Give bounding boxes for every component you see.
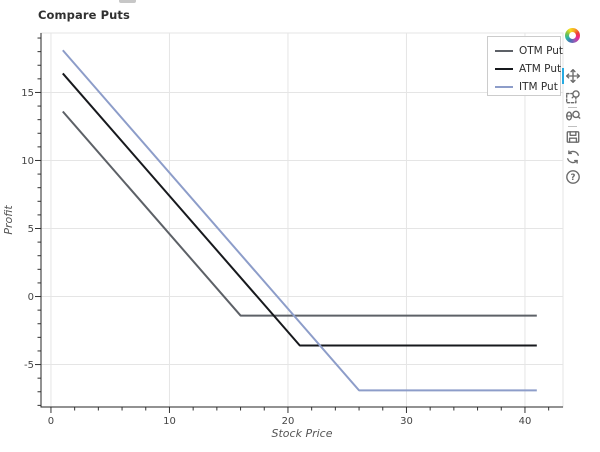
reset-tool-button[interactable]: [565, 149, 581, 165]
box-zoom-icon: [565, 89, 581, 105]
chart-title: Compare Puts: [38, 8, 130, 22]
x-tick-label: 0: [48, 416, 54, 427]
x-tick-label: 30: [400, 416, 413, 427]
legend-item-atm-put: ATM Put: [488, 60, 562, 78]
help-tool-button[interactable]: ?: [565, 169, 581, 185]
legend-label: ITM Put: [519, 81, 558, 93]
svg-text:?: ?: [571, 173, 576, 183]
top-scrollbar-fragment: [119, 0, 136, 3]
pan-icon: [565, 68, 581, 84]
y-tick-label: 10: [21, 156, 34, 167]
y-tick-label: 0: [28, 292, 34, 303]
legend-item-itm-put: ITM Put: [488, 78, 560, 96]
box-zoom-tool-button[interactable]: [565, 89, 581, 105]
y-tick-label: 15: [21, 88, 34, 99]
wheel-zoom-menu-dash: [568, 126, 577, 127]
legend-swatch: [495, 68, 513, 70]
wheel-zoom-tool-button[interactable]: [565, 108, 581, 124]
save-tool-button[interactable]: [565, 129, 581, 145]
x-tick-label: 20: [282, 416, 295, 427]
box-zoom-menu-dash: [568, 106, 577, 108]
series-line-atm-put: [62, 72, 537, 347]
help-icon: ?: [565, 169, 581, 185]
reset-icon: [565, 149, 581, 165]
legend-label: ATM Put: [519, 63, 562, 75]
series-line-otm-put: [62, 110, 537, 317]
x-axis-title: Stock Price: [272, 427, 333, 440]
save-icon: [565, 129, 581, 145]
y-tick-label: -5: [24, 360, 34, 371]
plot-outline: [40, 32, 564, 408]
legend-label: OTM Put: [519, 45, 563, 57]
series-line-itm-put: [62, 49, 537, 392]
legend: OTM Put ATM Put ITM Put: [487, 36, 563, 96]
pan-tool-button[interactable]: [562, 68, 581, 84]
bokeh-logo-icon[interactable]: [565, 28, 580, 43]
wheel-zoom-icon: [565, 108, 581, 124]
y-axis-title: Profit: [2, 205, 15, 235]
x-tick-label: 40: [519, 416, 532, 427]
legend-item-otm-put: OTM Put: [488, 42, 563, 60]
legend-swatch: [495, 50, 513, 52]
x-tick-label: 10: [163, 416, 176, 427]
bokeh-toolbar: ?: [556, 20, 600, 220]
y-tick-label: 5: [28, 224, 34, 235]
legend-swatch: [495, 86, 513, 88]
